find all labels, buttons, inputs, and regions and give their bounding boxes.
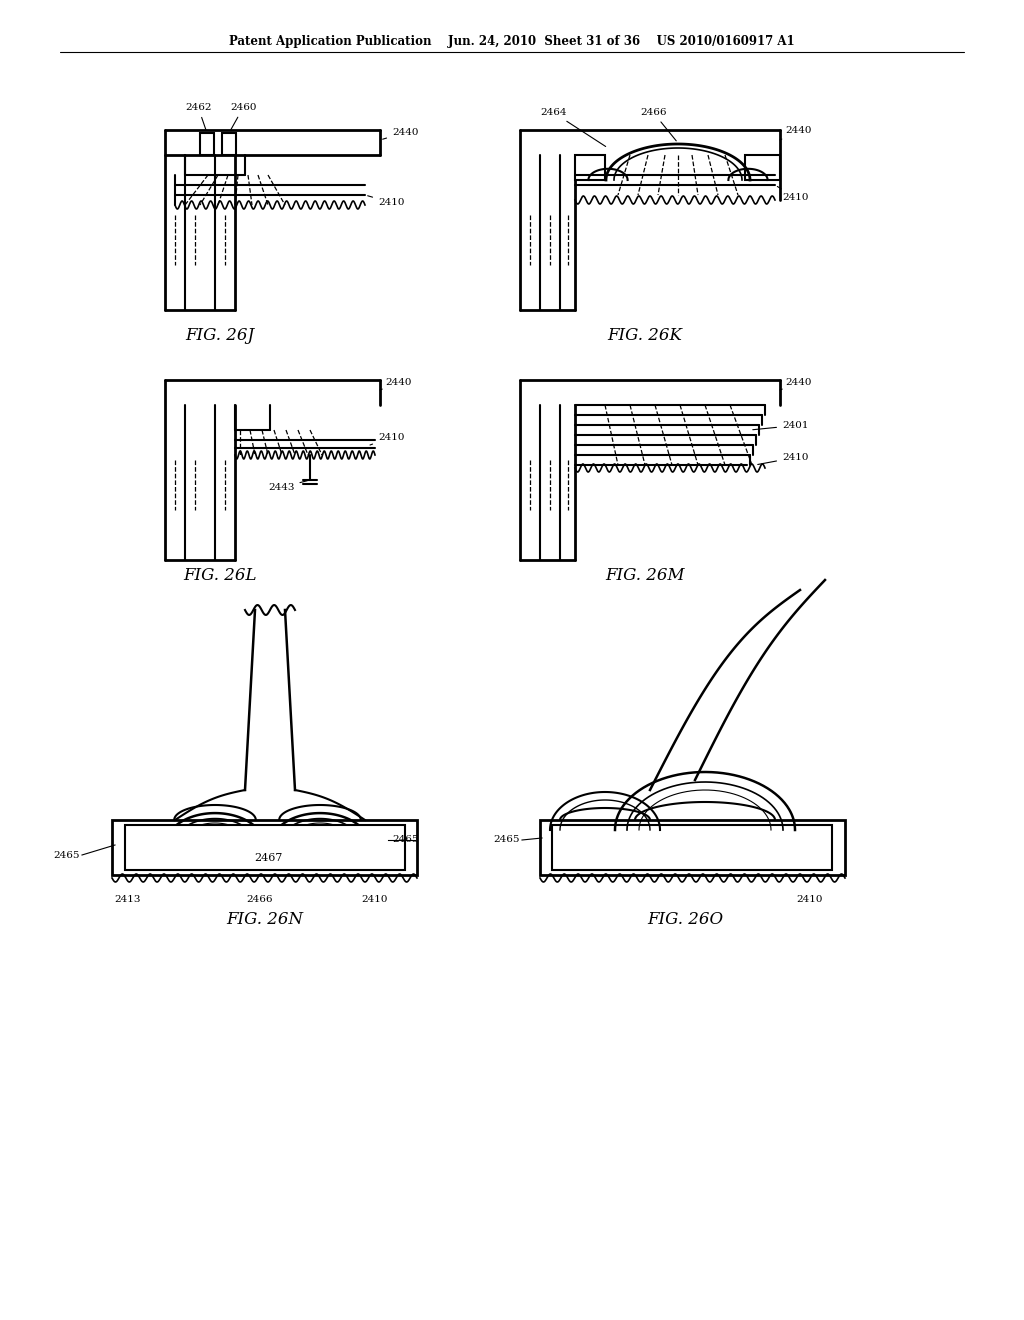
Text: 2410: 2410 [797,895,823,904]
Text: 2466: 2466 [640,108,676,141]
Bar [540,820,845,875]
Text: FIG. 26L: FIG. 26L [183,566,257,583]
Bar [125,825,406,870]
Bar [552,825,831,870]
Bar [745,154,780,180]
Text: 2465: 2465 [392,836,419,845]
Text: 2467: 2467 [254,853,283,863]
Text: FIG. 26K: FIG. 26K [607,326,682,343]
Text: 2410: 2410 [361,895,388,904]
Text: 2410: 2410 [370,433,404,445]
Text: 2462: 2462 [185,103,212,131]
Text: FIG. 26O: FIG. 26O [647,912,723,928]
Text: FIG. 26N: FIG. 26N [226,912,303,928]
Text: 2410: 2410 [758,453,809,465]
Text: 2443: 2443 [268,480,307,492]
Text: 2464: 2464 [540,108,605,147]
Text: 2466: 2466 [247,895,273,904]
Text: 2460: 2460 [230,103,256,131]
Bar [112,820,417,875]
Text: 2410: 2410 [368,195,404,207]
Text: 2440: 2440 [383,128,419,139]
Text: 2440: 2440 [380,378,412,389]
Text: Patent Application Publication    Jun. 24, 2010  Sheet 31 of 36    US 2010/01609: Patent Application Publication Jun. 24, … [229,36,795,49]
Bar [200,133,214,154]
Text: 2440: 2440 [780,125,811,140]
Text: 2440: 2440 [780,378,811,389]
Text: 2413: 2413 [115,895,141,904]
Bar [575,154,605,180]
Bar [222,133,236,154]
Text: 2410: 2410 [777,186,809,202]
Text: 2465: 2465 [53,850,80,859]
Text: 2401: 2401 [753,421,809,430]
Text: FIG. 26M: FIG. 26M [605,566,685,583]
Text: 2465: 2465 [494,836,520,845]
Text: FIG. 26J: FIG. 26J [185,326,255,343]
